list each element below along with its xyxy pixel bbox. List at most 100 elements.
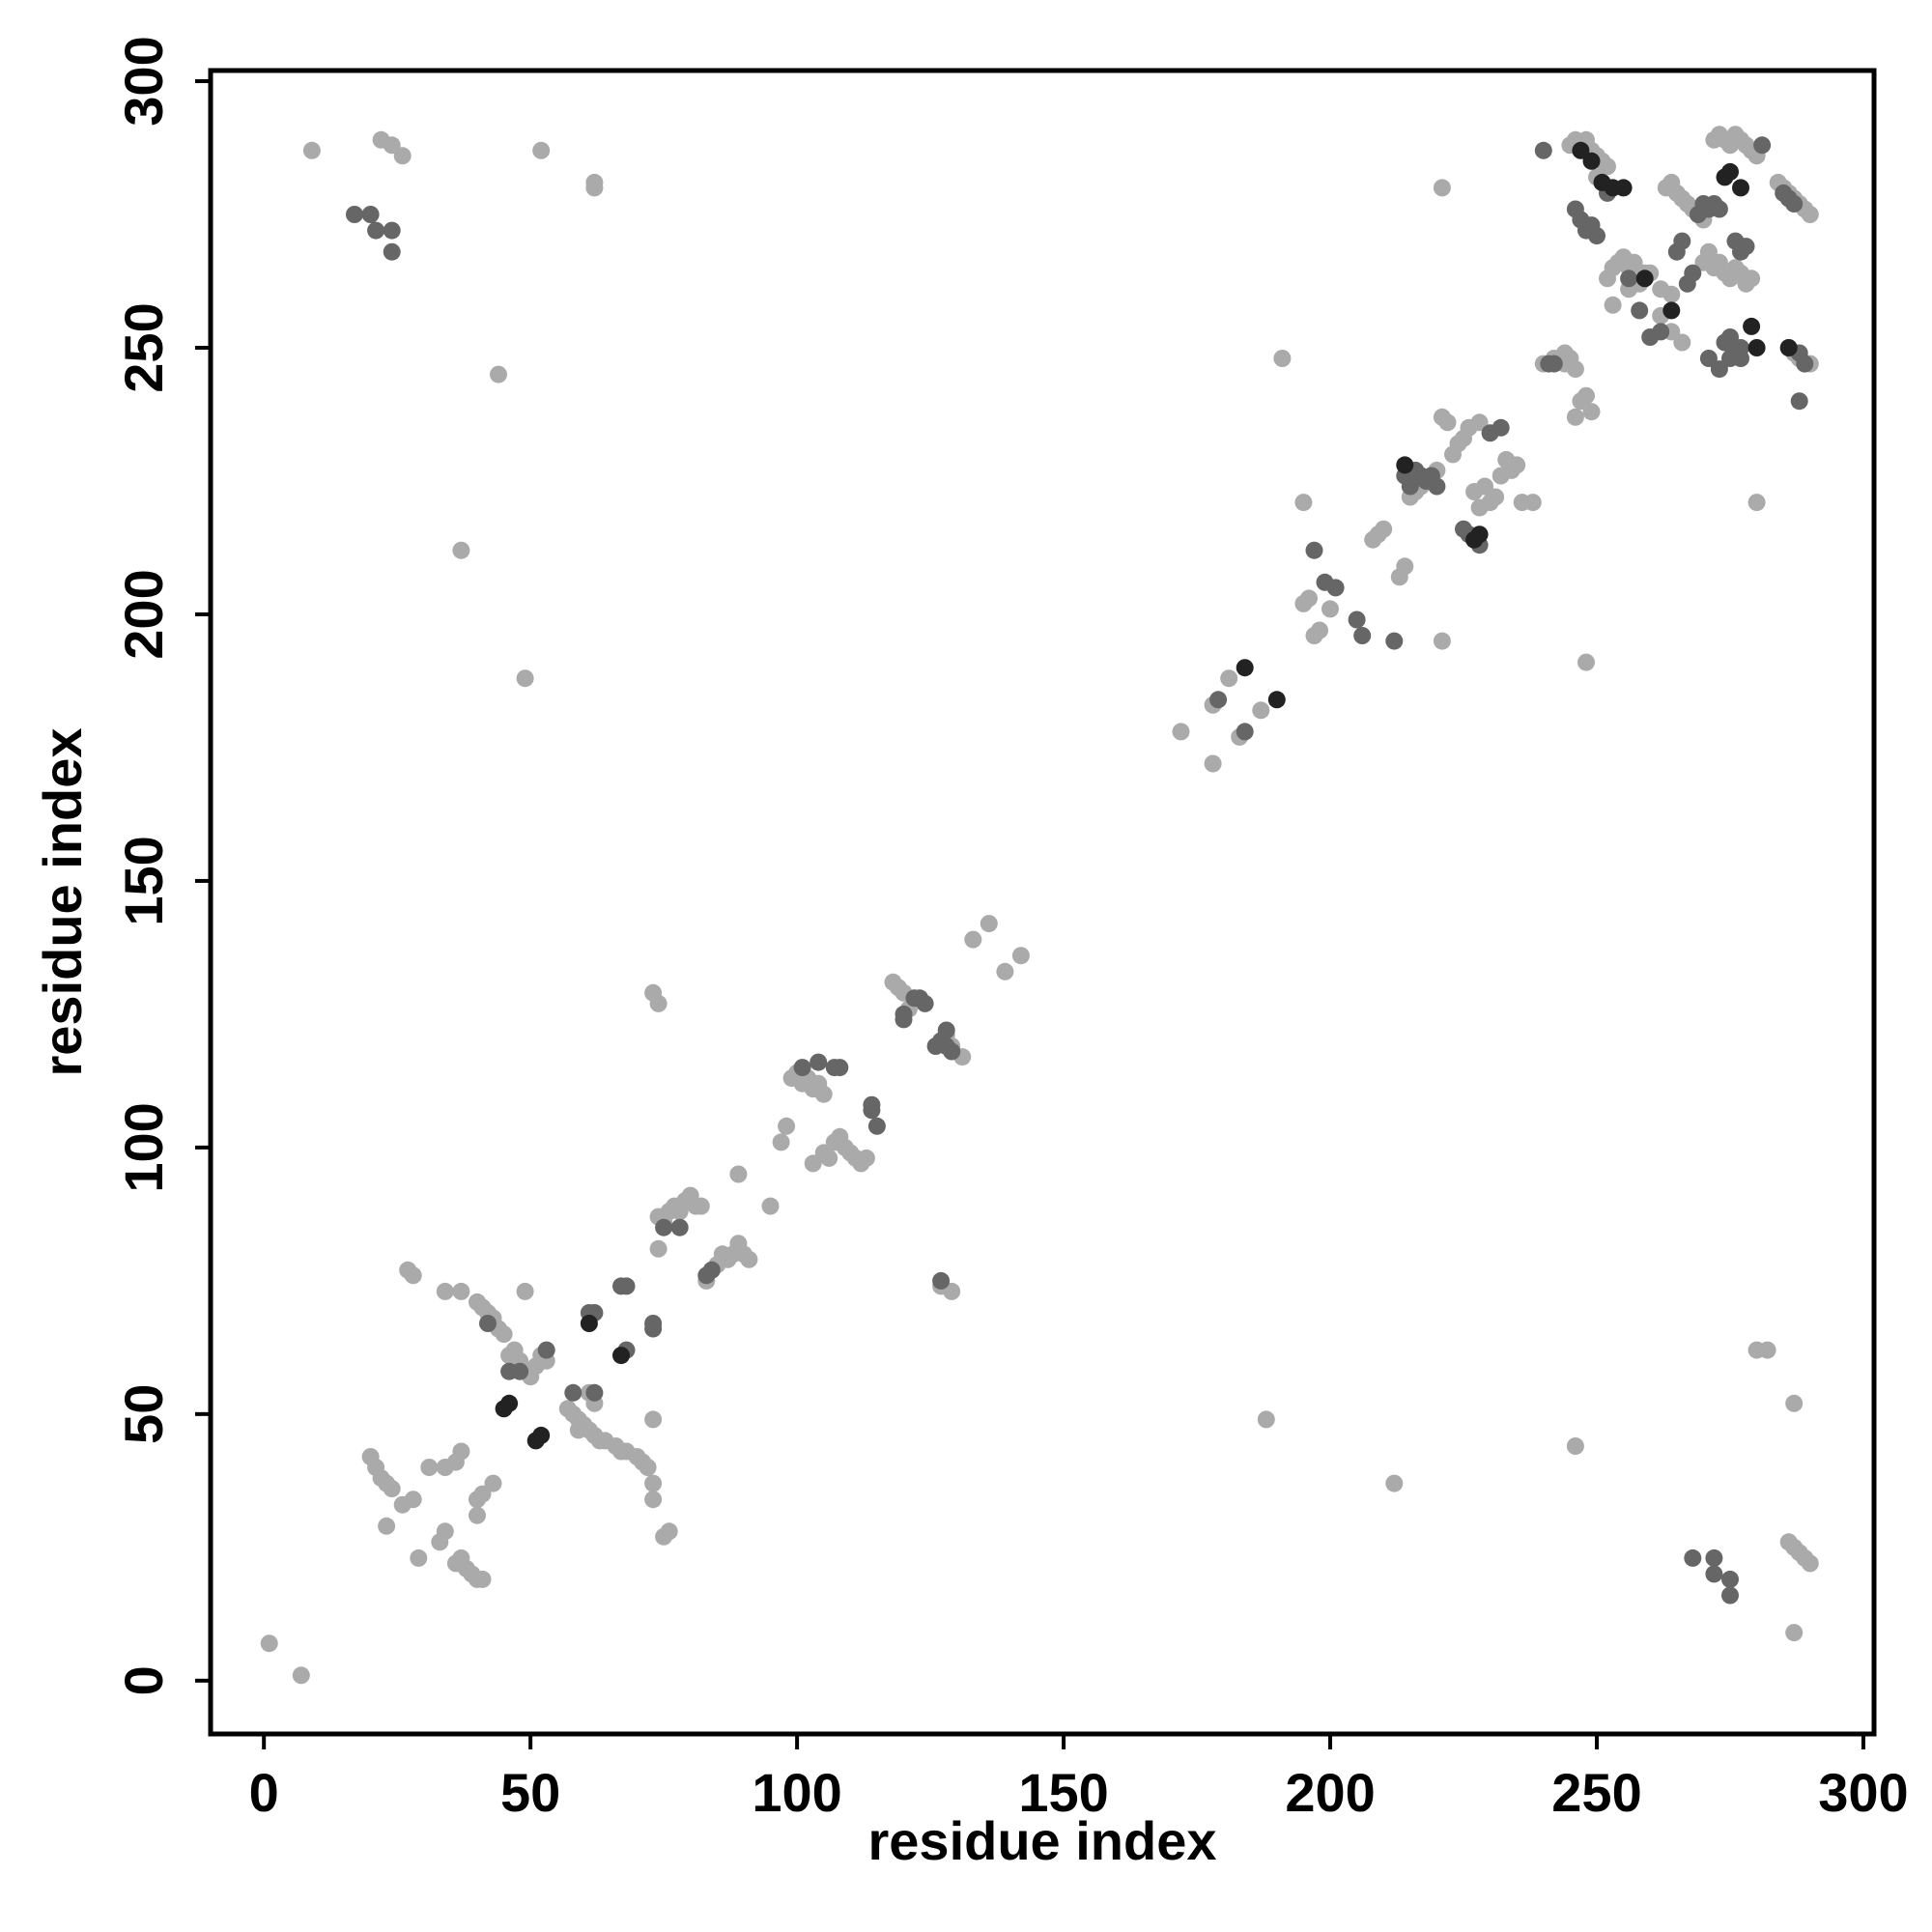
y-tick-label: 100 (113, 1102, 174, 1192)
data-point (469, 1506, 486, 1524)
data-point (863, 1101, 881, 1120)
data-point (729, 1165, 748, 1183)
data-point (1582, 152, 1601, 170)
data-point (867, 1117, 886, 1135)
data-point (404, 1266, 422, 1285)
data-point (1599, 157, 1616, 176)
data-point (937, 1021, 955, 1039)
data-point (346, 206, 363, 223)
data-point (1588, 227, 1605, 245)
data-point (1684, 1548, 1702, 1567)
data-point (644, 1474, 663, 1492)
data-point (569, 1421, 587, 1439)
data-point (585, 179, 604, 197)
x-tick-label: 250 (1551, 1762, 1641, 1823)
data-point (980, 915, 998, 933)
data-point (490, 365, 507, 384)
data-point (1311, 621, 1328, 639)
data-point (383, 1480, 401, 1498)
data-point (1523, 494, 1542, 512)
data-point (1396, 557, 1414, 576)
data-point (1545, 355, 1563, 373)
data-point (383, 242, 401, 261)
data-point (1779, 339, 1798, 356)
data-point (516, 1282, 534, 1300)
data-point (857, 1149, 875, 1167)
data-point (793, 1059, 811, 1077)
data-point (1209, 691, 1228, 709)
data-point (617, 1277, 636, 1295)
data-point (1705, 1548, 1723, 1567)
data-point (820, 1149, 838, 1167)
data-point (1273, 350, 1292, 367)
data-point (1566, 1437, 1584, 1455)
data-point (495, 1325, 513, 1344)
data-point (740, 1250, 758, 1268)
data-point (1743, 317, 1761, 335)
data-point (1785, 1624, 1804, 1642)
data-point (1476, 477, 1494, 496)
data-point (511, 1362, 529, 1380)
data-point (692, 1197, 710, 1215)
data-point (1011, 947, 1030, 965)
data-point (1662, 301, 1681, 320)
y-tick-label: 150 (113, 836, 174, 925)
data-point (1620, 270, 1638, 288)
data-point (436, 1282, 454, 1300)
data-point (537, 1341, 555, 1359)
data-point (404, 1491, 422, 1509)
data-point (943, 1282, 961, 1300)
data-point (1625, 253, 1643, 271)
data-point (1673, 232, 1691, 250)
data-point (1652, 323, 1670, 341)
data-point (1508, 456, 1526, 474)
data-point (1699, 350, 1718, 367)
data-point (1236, 659, 1254, 677)
data-point (1753, 136, 1772, 155)
data-point (996, 962, 1014, 980)
data-point (393, 147, 412, 165)
y-axis-title: residue index (32, 727, 93, 1076)
data-point (1534, 141, 1552, 159)
data-point (1566, 360, 1584, 379)
data-point (814, 1085, 833, 1103)
data-point (484, 1474, 502, 1492)
data-point (1385, 1474, 1404, 1492)
data-point (772, 1133, 790, 1151)
data-point (1267, 691, 1286, 709)
points-layer (260, 126, 1819, 1685)
data-point (1438, 413, 1457, 432)
data-point (1300, 589, 1318, 608)
data-point (1428, 477, 1446, 496)
data-point (1385, 632, 1404, 650)
data-point (1204, 754, 1222, 773)
data-point (1801, 1554, 1819, 1573)
data-point (1470, 526, 1489, 544)
data-point (383, 221, 401, 240)
data-point (564, 1383, 582, 1402)
data-point (655, 1218, 673, 1236)
data-point (660, 1522, 678, 1541)
data-point (810, 1053, 828, 1071)
data-point (1326, 579, 1345, 597)
data-point (1577, 653, 1595, 671)
data-point (943, 1042, 961, 1061)
data-point (916, 994, 934, 1012)
data-point (639, 1459, 657, 1476)
x-tick-label: 300 (1818, 1762, 1908, 1823)
data-point (292, 1666, 310, 1685)
data-point (473, 1570, 492, 1588)
data-point (1396, 456, 1414, 474)
data-point (1492, 418, 1510, 437)
y-tick-label: 200 (113, 569, 174, 659)
data-point (1348, 611, 1366, 629)
data-point (1470, 413, 1489, 432)
y-axis: 0 50 100 150 200 250 300 (113, 36, 211, 1695)
data-point (1172, 723, 1190, 741)
data-point (532, 141, 551, 159)
data-point (1566, 408, 1584, 426)
data-point (649, 1239, 668, 1258)
data-point (1662, 285, 1681, 303)
x-tick-label: 150 (1018, 1762, 1108, 1823)
